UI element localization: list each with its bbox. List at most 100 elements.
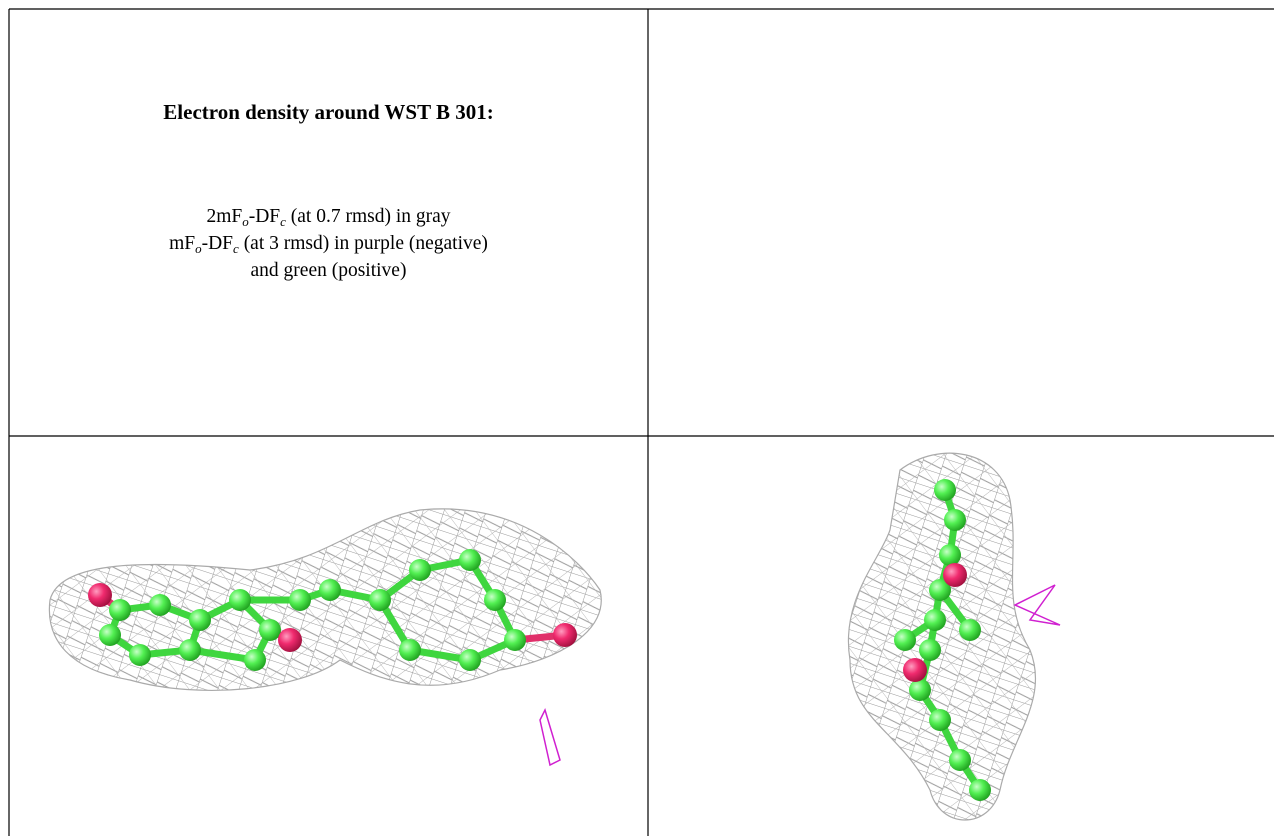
- legend-text: (at 3 rmsd) in purple (negative): [238, 233, 488, 254]
- bond: [852, 92, 880, 152]
- carbon-atom: [969, 779, 991, 801]
- bond: [1130, 185, 1155, 225]
- carbon-atom: [1014, 184, 1036, 206]
- carbon-atom: [189, 609, 211, 631]
- bond: [745, 135, 775, 205]
- legend-line: 2mFo-DFc (at 0.7 rmsd) in gray: [9, 203, 648, 230]
- carbon-atom: [399, 639, 421, 661]
- bond: [1025, 195, 1070, 230]
- bond: [745, 95, 765, 135]
- carbon-atom: [869, 141, 891, 163]
- subscript: c: [233, 241, 239, 256]
- molecule-view: [48, 508, 602, 767]
- carbon-atom: [909, 679, 931, 701]
- bond: [1025, 155, 1050, 195]
- carbon-atom: [734, 124, 756, 146]
- legend-text: -DF: [248, 206, 281, 227]
- bond: [1070, 225, 1130, 230]
- carbon-atom: [459, 649, 481, 671]
- bond: [835, 212, 875, 290]
- bond: [965, 195, 1025, 200]
- legend-text: and green (positive): [250, 260, 407, 281]
- oxygen-atom: [895, 140, 919, 164]
- legend-text: mF: [169, 233, 196, 254]
- negative-density: [1013, 584, 1061, 626]
- carbon-atom: [949, 749, 971, 771]
- carbon-atom: [319, 579, 341, 601]
- molecule-view: [705, 36, 1254, 401]
- carbon-atom: [99, 624, 121, 646]
- carbon-atom: [1039, 144, 1061, 166]
- bond: [805, 78, 852, 92]
- carbon-atom: [794, 67, 816, 89]
- carbon-atom: [244, 649, 266, 671]
- carbon-atom: [864, 279, 886, 301]
- oxygen-atom: [943, 563, 967, 587]
- carbon-atom: [899, 359, 921, 381]
- legend-line: and green (positive): [9, 257, 648, 284]
- carbon-atom: [844, 324, 866, 346]
- carbon-atom: [929, 709, 951, 731]
- oxygen-atom: [728, 246, 752, 270]
- carbon-atom: [484, 589, 506, 611]
- carbon-atom: [939, 544, 961, 566]
- bond: [855, 335, 910, 370]
- carbon-atom: [504, 629, 526, 651]
- bond: [835, 152, 880, 212]
- carbon-atom: [229, 589, 251, 611]
- bond: [935, 270, 955, 320]
- molecule-view: [847, 452, 1061, 821]
- mesh-outline: [48, 508, 602, 691]
- oxygen-atom: [1188, 173, 1212, 197]
- oxygen-atom: [88, 583, 112, 607]
- carbon-atom: [179, 639, 201, 661]
- carbon-atom: [944, 509, 966, 531]
- bond: [1108, 155, 1155, 185]
- table-grid: [8, 8, 1274, 836]
- carbon-atom: [929, 579, 951, 601]
- bond: [910, 320, 955, 370]
- carbon-atom: [109, 599, 131, 621]
- carbon-atom: [924, 259, 946, 281]
- legend-line: mFo-DFc (at 3 rmsd) in purple (negative): [9, 230, 648, 257]
- carbon-atom: [409, 559, 431, 581]
- mesh-outline: [705, 36, 1254, 401]
- oxygen-atom: [553, 623, 577, 647]
- carbon-atom: [919, 639, 941, 661]
- carbon-atom: [1119, 214, 1141, 236]
- legend-text: (at 0.7 rmsd) in gray: [285, 206, 451, 227]
- carbon-atom: [754, 84, 776, 106]
- mesh-outline: [847, 452, 1036, 821]
- carbon-atom: [459, 549, 481, 571]
- carbon-atom: [259, 619, 281, 641]
- carbon-atom: [129, 644, 151, 666]
- caption-title: Electron density around WST B 301:: [163, 100, 494, 124]
- carbon-atom: [934, 479, 956, 501]
- legend-text: 2mF: [206, 206, 243, 227]
- carbon-atom: [369, 589, 391, 611]
- bond: [775, 205, 835, 212]
- oxygen-atom: [903, 658, 927, 682]
- carbon-atom: [824, 201, 846, 223]
- bond: [765, 78, 805, 95]
- bond: [935, 200, 965, 270]
- bond: [880, 152, 965, 200]
- carbon-atom: [289, 589, 311, 611]
- bond: [855, 290, 875, 335]
- carbon-atom: [894, 629, 916, 651]
- subscript: c: [280, 214, 286, 229]
- legend-text: -DF: [201, 233, 234, 254]
- caption-legend: 2mFo-DFc (at 0.7 rmsd) in gray mFo-DFc (a…: [9, 203, 648, 284]
- carbon-atom: [924, 609, 946, 631]
- carbon-atom: [149, 594, 171, 616]
- negative-density: [1185, 175, 1200, 205]
- carbon-atom: [1144, 174, 1166, 196]
- subscript: o: [195, 241, 202, 256]
- oxygen-atom: [278, 628, 302, 652]
- carbon-atom: [1097, 144, 1119, 166]
- carbon-atom: [959, 619, 981, 641]
- carbon-atom: [954, 189, 976, 211]
- carbon-atom: [841, 81, 863, 103]
